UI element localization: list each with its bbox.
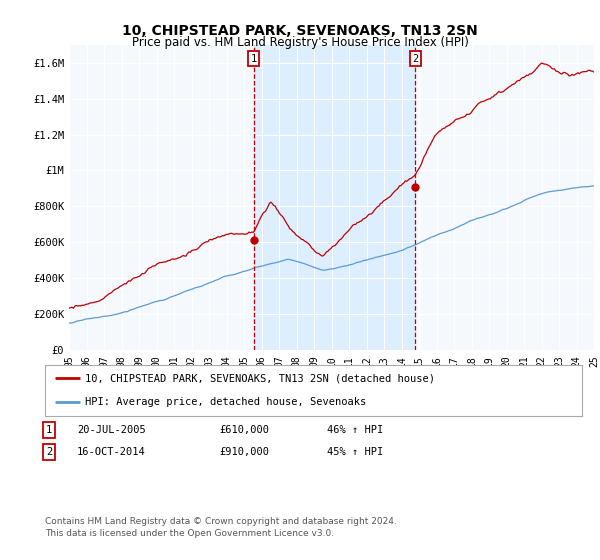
Text: £610,000: £610,000	[219, 425, 269, 435]
Text: 1: 1	[251, 54, 257, 63]
Text: Price paid vs. HM Land Registry's House Price Index (HPI): Price paid vs. HM Land Registry's House …	[131, 36, 469, 49]
Text: 10, CHIPSTEAD PARK, SEVENOAKS, TN13 2SN: 10, CHIPSTEAD PARK, SEVENOAKS, TN13 2SN	[122, 24, 478, 38]
Text: 1: 1	[46, 425, 52, 435]
Text: 20-JUL-2005: 20-JUL-2005	[77, 425, 146, 435]
Text: 2: 2	[412, 54, 418, 63]
Text: 2: 2	[46, 447, 52, 457]
Text: 16-OCT-2014: 16-OCT-2014	[77, 447, 146, 457]
Bar	[254, 45, 415, 350]
Text: Contains HM Land Registry data © Crown copyright and database right 2024.: Contains HM Land Registry data © Crown c…	[45, 517, 397, 526]
Text: 45% ↑ HPI: 45% ↑ HPI	[327, 447, 383, 457]
Text: HPI: Average price, detached house, Sevenoaks: HPI: Average price, detached house, Seve…	[85, 398, 367, 408]
Text: 10, CHIPSTEAD PARK, SEVENOAKS, TN13 2SN (detached house): 10, CHIPSTEAD PARK, SEVENOAKS, TN13 2SN …	[85, 373, 435, 383]
Text: £910,000: £910,000	[219, 447, 269, 457]
Text: This data is licensed under the Open Government Licence v3.0.: This data is licensed under the Open Gov…	[45, 529, 334, 538]
Text: 46% ↑ HPI: 46% ↑ HPI	[327, 425, 383, 435]
